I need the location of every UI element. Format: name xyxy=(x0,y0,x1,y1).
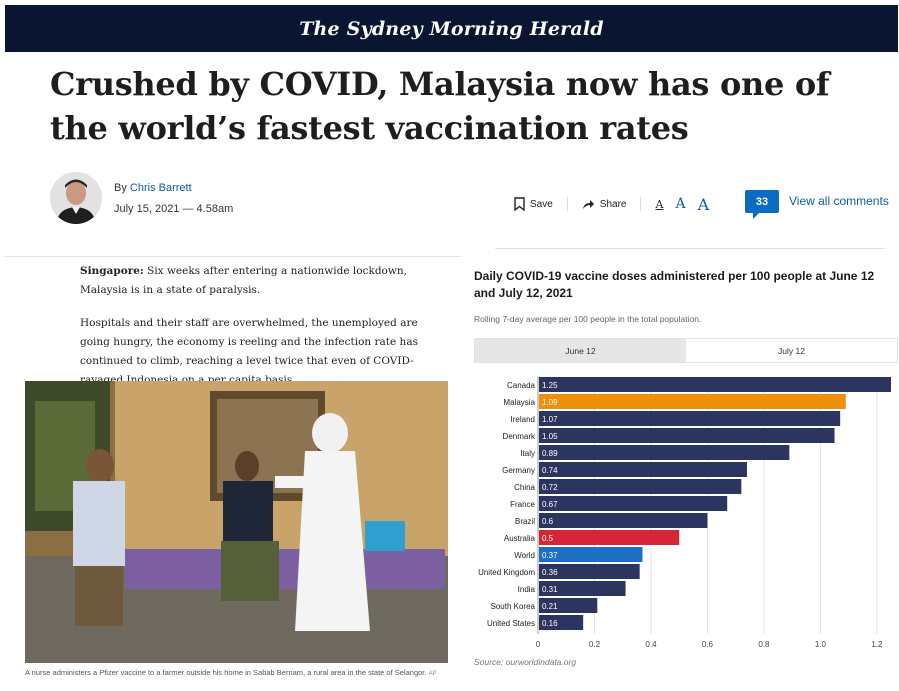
bar-value-label: 0.16 xyxy=(542,619,558,628)
bar-denmark[interactable] xyxy=(539,428,835,443)
bar-china[interactable] xyxy=(539,479,742,494)
category-label: United Kingdom xyxy=(478,568,535,577)
bar-value-label: 0.74 xyxy=(542,466,558,475)
x-tick-label: 0 xyxy=(536,640,541,649)
bar-south-korea[interactable] xyxy=(539,598,598,613)
tab-june-12[interactable]: June 12 xyxy=(475,339,686,362)
bar-value-label: 0.89 xyxy=(542,449,558,458)
bookmark-icon xyxy=(514,197,525,211)
font-size-medium-button[interactable]: A xyxy=(675,196,686,212)
category-label: India xyxy=(518,585,536,594)
chart-source: Source: ourworldindata.org xyxy=(474,657,577,667)
category-label: Brazil xyxy=(515,517,535,526)
x-tick-label: 1.0 xyxy=(815,640,827,649)
bar-ireland[interactable] xyxy=(539,411,841,426)
category-label: China xyxy=(514,483,535,492)
category-label: Malaysia xyxy=(503,398,535,407)
vaccine-doses-chart: 0 0.2 0.4 0.6 0.8 1.0 1.2 Canada 1.25 Malaysia 1.0… xyxy=(478,377,891,649)
bar-value-label: 1.25 xyxy=(542,381,558,390)
paragraph-text: Hospitals and their staff are overwhelme… xyxy=(80,317,418,386)
bar-united-states[interactable] xyxy=(539,615,584,630)
bar-world[interactable] xyxy=(539,547,643,562)
byline-prefix: By xyxy=(114,182,127,194)
bar-value-label: 0.6 xyxy=(542,517,554,526)
bar-italy[interactable] xyxy=(539,445,790,460)
x-tick-label: 0.4 xyxy=(645,640,657,649)
category-label: World xyxy=(514,551,535,560)
bar-value-label: 0.37 xyxy=(542,551,558,560)
photo-caption: A nurse administers a Pfizer vaccine to … xyxy=(25,668,450,679)
view-comments-link[interactable]: View all comments xyxy=(789,194,889,208)
photo-credit: AP xyxy=(428,671,437,677)
font-size-large-button[interactable]: A xyxy=(697,194,710,214)
bar-value-label: 0.72 xyxy=(542,483,558,492)
x-tick-label: 0.6 xyxy=(702,640,714,649)
bar-united-kingdom[interactable] xyxy=(539,564,640,579)
font-size-small-button[interactable]: A xyxy=(655,197,664,211)
category-label: Italy xyxy=(520,449,535,458)
bar-value-label: 1.09 xyxy=(542,398,558,407)
bar-malaysia[interactable] xyxy=(539,394,846,409)
dateline-location: Singapore: xyxy=(80,265,144,277)
article-paragraph: Hospitals and their staff are overwhelme… xyxy=(80,314,450,390)
article-photo[interactable] xyxy=(25,381,448,663)
divider xyxy=(495,248,885,249)
share-arrow-icon xyxy=(582,199,594,209)
category-label: United States xyxy=(487,619,535,628)
paragraph-text: Six weeks after entering a nationwide lo… xyxy=(80,265,407,296)
category-label: Denmark xyxy=(503,432,536,441)
caption-text: A nurse administers a Pfizer vaccine to … xyxy=(25,668,427,677)
share-label: Share xyxy=(599,198,627,210)
bar-germany[interactable] xyxy=(539,462,747,477)
bar-france[interactable] xyxy=(539,496,728,511)
category-label: France xyxy=(510,500,535,509)
bar-value-label: 0.5 xyxy=(542,534,554,543)
category-label: Germany xyxy=(502,466,535,475)
bar-canada[interactable] xyxy=(539,377,891,392)
toolbar-divider xyxy=(640,197,642,211)
save-label: Save xyxy=(530,198,553,210)
chart-tabs: June 12 July 12 xyxy=(474,338,898,363)
bar-india[interactable] xyxy=(539,581,626,596)
bar-value-label: 0.67 xyxy=(542,500,558,509)
x-tick-label: 0.2 xyxy=(589,640,601,649)
bar-brazil[interactable] xyxy=(539,513,708,528)
save-button[interactable]: Save xyxy=(514,197,553,211)
share-button[interactable]: Share xyxy=(582,198,627,210)
x-tick-label: 1.2 xyxy=(871,640,883,649)
masthead: The Sydney Morning Herald xyxy=(5,5,898,52)
bar-value-label: 1.07 xyxy=(542,415,558,424)
bar-australia[interactable] xyxy=(539,530,680,545)
chart-title: Daily COVID-19 vaccine doses administere… xyxy=(474,269,875,300)
x-tick-label: 0.8 xyxy=(758,640,770,649)
author-link[interactable]: Chris Barrett xyxy=(129,182,192,194)
byline: By Chris Barrett xyxy=(114,182,192,194)
category-label: South Korea xyxy=(491,602,536,611)
category-label: Australia xyxy=(504,534,536,543)
article-headline: Crushed by COVID, Malaysia now has one o… xyxy=(50,65,830,147)
author-avatar[interactable] xyxy=(50,172,102,224)
category-label: Canada xyxy=(507,381,536,390)
article-paragraph: Singapore: Six weeks after entering a na… xyxy=(80,262,450,300)
category-label: Ireland xyxy=(511,415,535,424)
bar-value-label: 0.36 xyxy=(542,568,558,577)
bar-value-label: 0.31 xyxy=(542,585,558,594)
chart-subtitle: Rolling 7-day average per 100 people in … xyxy=(474,314,702,324)
comment-count-badge[interactable]: 33 xyxy=(745,190,779,219)
article-toolbar: Save Share A A A xyxy=(514,190,721,218)
bar-value-label: 0.21 xyxy=(542,602,558,611)
bar-value-label: 1.05 xyxy=(542,432,558,441)
masthead-logo[interactable]: The Sydney Morning Herald xyxy=(299,17,604,40)
tab-july-12[interactable]: July 12 xyxy=(778,345,805,356)
divider xyxy=(5,256,461,257)
toolbar-divider xyxy=(566,197,568,211)
publish-date: July 15, 2021 — 4.58am xyxy=(114,203,234,215)
